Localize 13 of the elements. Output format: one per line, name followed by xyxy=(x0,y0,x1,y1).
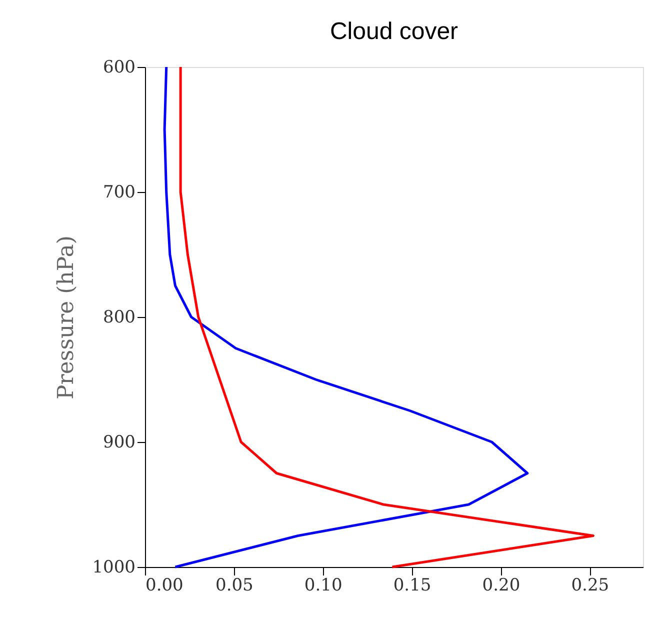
y-tick-label: 600 xyxy=(103,58,136,78)
y-tick-label: 700 xyxy=(103,182,136,202)
y-tick-label: 1000 xyxy=(92,558,136,578)
x-tick-label: 0.25 xyxy=(571,576,610,596)
x-tick-label: 0.20 xyxy=(482,576,520,596)
chart-title: Cloud cover xyxy=(330,18,458,45)
y-tick-label: 900 xyxy=(103,432,136,452)
x-tick-label: 0.10 xyxy=(304,576,342,596)
y-tick-label: 800 xyxy=(103,308,136,328)
x-tick-label: 0.15 xyxy=(393,576,432,596)
x-tick-label: 0.00 xyxy=(146,576,184,596)
x-tick-label: 0.05 xyxy=(216,576,254,596)
y-axis-title: Pressure (hPa) xyxy=(54,236,80,400)
